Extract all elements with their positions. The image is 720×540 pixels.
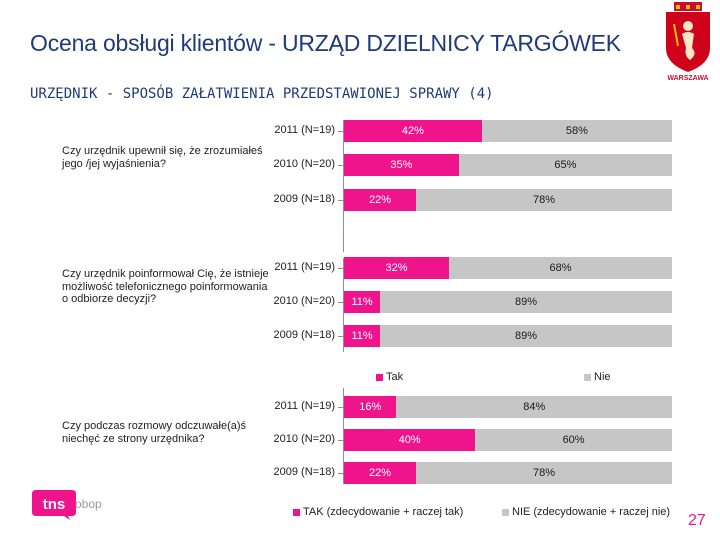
crest-mermaid-head <box>683 21 693 31</box>
crest-sword <box>673 23 679 47</box>
bar-tak: 22% <box>344 462 417 484</box>
legend-label: Tak <box>386 371 404 383</box>
bar-tak: 32% <box>344 257 449 279</box>
question-label: Czy urzędnik upewnił się, że zrozumiałeś… <box>62 145 263 170</box>
crest-crown-jewel <box>676 5 680 9</box>
crest-crown-jewel <box>686 5 690 9</box>
page-subtitle: URZĘDNIK - SPOSÓB ZAŁATWIENIA PRZEDSTAWI… <box>30 86 494 102</box>
year-label: 2009 (N=18) <box>273 466 335 478</box>
axis-tick <box>338 407 343 408</box>
bar-nie: 65% <box>458 154 672 176</box>
question-label: Czy urzędnik poinformował Cię, że istnie… <box>62 268 269 305</box>
bar-nie: 78% <box>416 189 672 211</box>
chart-axis <box>343 258 344 352</box>
bar-nie: 89% <box>380 291 672 313</box>
bar-tak: 22% <box>344 189 417 211</box>
bar-nie: 78% <box>416 462 672 484</box>
year-label: 2011 (N=19) <box>274 400 335 412</box>
axis-tick <box>338 165 343 166</box>
legend-swatch <box>293 508 300 516</box>
bar-nie: 68% <box>448 257 672 279</box>
tns-logo-mark: tns <box>43 496 66 513</box>
tns-logo-bubble <box>32 490 76 520</box>
legend-item-nie: NIE (zdecydowanie + raczej nie) <box>502 506 670 518</box>
warsaw-crest-logo: WARSZAWA <box>666 2 710 82</box>
bar-tak: 11% <box>344 291 381 313</box>
crest-mermaid-body <box>682 32 695 60</box>
tns-logo: tns <box>32 490 76 520</box>
axis-tick <box>338 200 343 201</box>
legend-item-tak: TAK (zdecydowanie + raczej tak) <box>293 506 463 518</box>
bar-nie: 84% <box>396 396 672 418</box>
bar-tak: 16% <box>344 396 397 418</box>
legend-label: Nie <box>594 371 611 383</box>
year-label: 2011 (N=19) <box>274 124 335 136</box>
crest-label: WARSZAWA <box>667 75 708 82</box>
bar-nie: 58% <box>481 120 672 142</box>
year-label: 2011 (N=19) <box>274 261 335 273</box>
axis-tick <box>338 268 343 269</box>
chart-axis <box>343 388 344 484</box>
obop-logo-text: obop <box>75 497 102 511</box>
legend-swatch <box>376 373 383 381</box>
legend-item-nie: Nie <box>584 371 611 383</box>
year-label: 2009 (N=18) <box>273 193 335 205</box>
year-label: 2010 (N=20) <box>273 295 335 307</box>
legend-swatch <box>584 373 591 381</box>
legend-swatch <box>502 508 509 516</box>
axis-tick <box>338 473 343 474</box>
axis-tick <box>338 336 343 337</box>
axis-tick <box>338 302 343 303</box>
bar-tak: 11% <box>344 325 381 347</box>
legend-item-tak: Tak <box>376 371 403 383</box>
page-title: Ocena obsługi klientów - URZĄD DZIELNICY… <box>30 30 621 56</box>
axis-tick <box>338 131 343 132</box>
crest-crown-jewel <box>696 5 700 9</box>
bar-tak: 35% <box>344 154 459 176</box>
question-label: Czy podczas rozmowy odczuwałe(a)ś niechę… <box>62 420 247 445</box>
year-label: 2010 (N=20) <box>273 433 335 445</box>
bar-tak: 40% <box>344 429 476 451</box>
chart-axis <box>343 120 344 252</box>
axis-tick <box>338 440 343 441</box>
year-label: 2009 (N=18) <box>273 329 335 341</box>
bar-tak: 42% <box>344 120 482 142</box>
year-label: 2010 (N=20) <box>273 158 335 170</box>
bar-nie: 89% <box>380 325 672 347</box>
page-number: 27 <box>688 512 706 529</box>
legend-label: NIE (zdecydowanie + raczej nie) <box>512 506 671 518</box>
legend-label: TAK (zdecydowanie + raczej tak) <box>303 506 464 518</box>
bar-nie: 60% <box>475 429 672 451</box>
